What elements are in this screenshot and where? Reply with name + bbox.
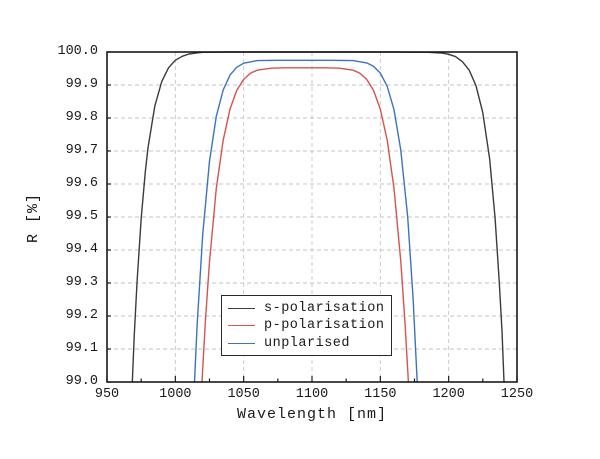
- y-tick-label: 99.7: [65, 143, 98, 158]
- y-tick-label: 99.9: [65, 77, 98, 92]
- x-tick-label: 1000: [159, 387, 192, 402]
- x-tick-label: 950: [94, 387, 120, 402]
- y-tick-label: 99.2: [65, 308, 98, 323]
- legend-item-p-polarisation: p-polarisation: [226, 318, 387, 333]
- y-tick-label: 99.1: [65, 341, 98, 356]
- legend-line-sample: [228, 342, 255, 344]
- y-tick-label: 99.6: [65, 176, 98, 191]
- x-tick-label: 1200: [432, 387, 465, 402]
- legend: s-polarisation p-polarisation unplarised: [221, 295, 392, 356]
- x-tick-label: 1100: [295, 387, 329, 402]
- y-tick-label: 99.3: [65, 275, 98, 290]
- y-tick-label: 100.0: [57, 44, 98, 59]
- y-tick-label: 99.8: [65, 110, 98, 125]
- y-tick-label: 99.4: [65, 242, 98, 257]
- x-axis-title: Wavelength [nm]: [236, 406, 388, 423]
- x-tick-label: 1050: [227, 387, 260, 402]
- legend-label: unplarised: [264, 335, 351, 351]
- curve-unplarised: [193, 59, 418, 383]
- plot-frame: [106, 51, 518, 383]
- curve-p-polarisation: [201, 67, 410, 383]
- legend-item-unplarised: unplarised: [226, 336, 387, 351]
- x-tick-label: 1150: [364, 387, 397, 402]
- legend-item-s-polarisation: s-polarisation: [226, 301, 387, 316]
- y-tick-label: 99.0: [65, 374, 98, 389]
- y-tick-label: 99.5: [65, 209, 98, 224]
- legend-line-sample: [228, 325, 255, 326]
- legend-label: s-polarisation: [264, 300, 385, 316]
- x-tick-label: 1250: [500, 387, 534, 402]
- legend-label: p-polarisation: [264, 318, 385, 333]
- y-axis-title: R [%]: [25, 193, 42, 244]
- legend-line-sample: [228, 307, 255, 309]
